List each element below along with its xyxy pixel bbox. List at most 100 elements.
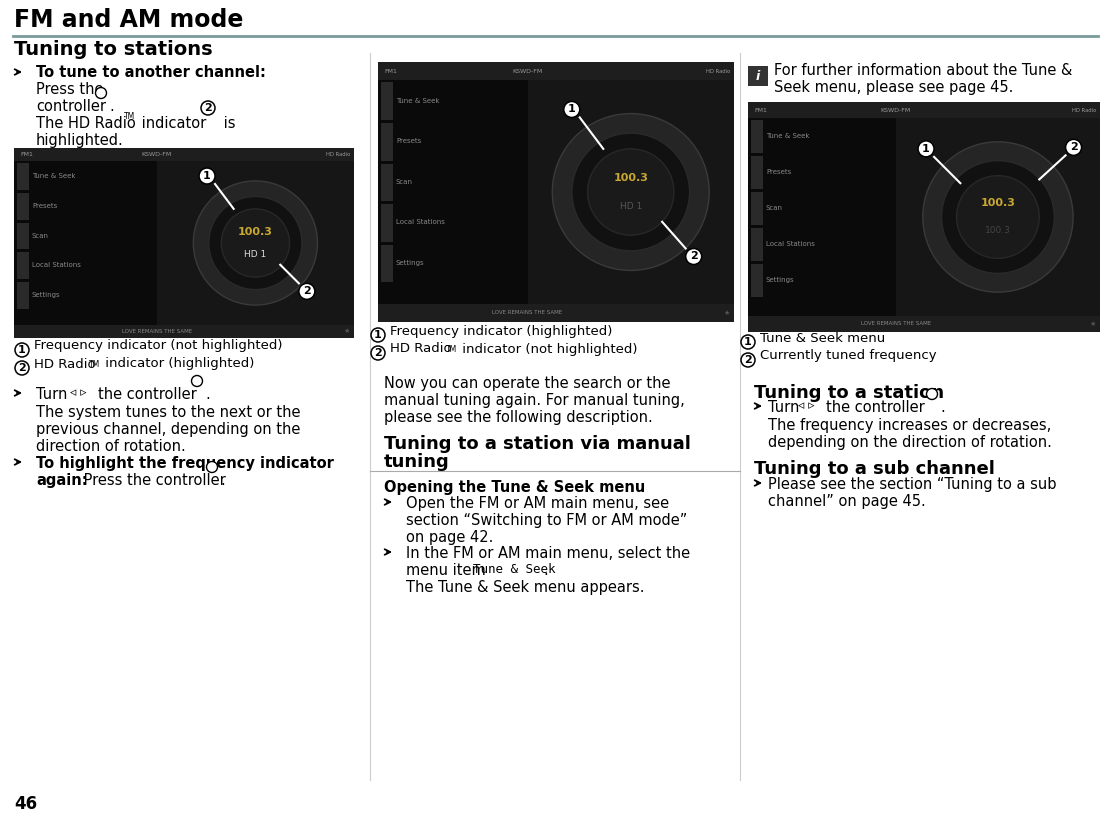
Text: 100.3: 100.3: [238, 227, 273, 237]
FancyBboxPatch shape: [17, 163, 29, 190]
Circle shape: [927, 389, 938, 399]
Text: FM1: FM1: [754, 107, 767, 112]
Text: ◃ ▹: ◃ ▹: [798, 399, 814, 412]
Text: Seek menu, please see page 45.: Seek menu, please see page 45.: [774, 80, 1013, 95]
Text: LOVE REMAINS THE SAME: LOVE REMAINS THE SAME: [861, 321, 931, 327]
Text: KSWD-FM: KSWD-FM: [881, 107, 911, 112]
Text: The frequency increases or decreases,: The frequency increases or decreases,: [768, 418, 1051, 433]
Text: 2: 2: [374, 348, 382, 358]
Text: The Tune & Seek menu appears.: The Tune & Seek menu appears.: [406, 580, 644, 595]
Text: 100.3: 100.3: [985, 226, 1011, 235]
Text: Frequency indicator (not highlighted): Frequency indicator (not highlighted): [34, 340, 282, 353]
Circle shape: [16, 343, 29, 357]
Text: HD Radio: HD Radio: [705, 68, 730, 74]
Text: Settings: Settings: [396, 260, 424, 266]
Text: TM: TM: [89, 360, 100, 369]
Text: Scan: Scan: [765, 205, 783, 211]
Text: Turn: Turn: [36, 387, 68, 402]
Text: .: .: [543, 563, 548, 578]
Text: Settings: Settings: [765, 277, 794, 283]
FancyBboxPatch shape: [381, 204, 393, 241]
Text: Please see the section “Tuning to a sub: Please see the section “Tuning to a sub: [768, 477, 1057, 492]
Text: the controller: the controller: [825, 400, 924, 415]
Circle shape: [207, 462, 218, 472]
Text: Settings: Settings: [32, 292, 61, 298]
Text: please see the following description.: please see the following description.: [384, 410, 653, 425]
Text: .: .: [206, 387, 210, 402]
Text: 2: 2: [303, 286, 311, 297]
Text: 1: 1: [744, 337, 752, 347]
Text: TM: TM: [446, 345, 458, 354]
Text: Presets: Presets: [396, 138, 421, 144]
FancyBboxPatch shape: [528, 80, 734, 304]
Text: ★: ★: [343, 328, 350, 334]
Circle shape: [685, 249, 702, 264]
Text: The HD Radio: The HD Radio: [36, 116, 136, 131]
Text: section “Switching to FM or AM mode”: section “Switching to FM or AM mode”: [406, 513, 688, 528]
Circle shape: [16, 361, 29, 375]
Text: 1: 1: [203, 171, 211, 181]
Text: Opening the Tune & Seek menu: Opening the Tune & Seek menu: [384, 480, 645, 495]
Text: 1: 1: [922, 144, 930, 154]
Text: HD Radio: HD Radio: [1072, 107, 1095, 112]
Circle shape: [96, 88, 107, 98]
Text: tuning: tuning: [384, 453, 450, 471]
FancyBboxPatch shape: [378, 62, 734, 80]
Text: indicator (not highlighted): indicator (not highlighted): [458, 342, 638, 355]
Text: previous channel, depending on the: previous channel, depending on the: [36, 422, 300, 437]
Text: again:: again:: [36, 473, 88, 488]
FancyBboxPatch shape: [748, 102, 1100, 332]
FancyBboxPatch shape: [381, 163, 393, 201]
FancyBboxPatch shape: [17, 282, 29, 309]
Circle shape: [199, 168, 216, 184]
Circle shape: [563, 102, 580, 117]
Circle shape: [1065, 139, 1082, 155]
Text: 2: 2: [744, 355, 752, 365]
Text: HD Radio: HD Radio: [326, 152, 350, 157]
FancyBboxPatch shape: [751, 120, 763, 153]
Text: HD Radio: HD Radio: [34, 358, 96, 371]
Text: controller: controller: [36, 99, 106, 114]
FancyBboxPatch shape: [378, 62, 734, 322]
Text: HD 1: HD 1: [620, 202, 642, 211]
FancyBboxPatch shape: [378, 80, 528, 304]
Text: Open the FM or AM main menu, see: Open the FM or AM main menu, see: [406, 496, 669, 511]
Circle shape: [957, 176, 1039, 259]
Text: .: .: [220, 473, 224, 488]
Circle shape: [221, 209, 290, 277]
FancyBboxPatch shape: [378, 304, 734, 322]
FancyBboxPatch shape: [748, 66, 768, 86]
Text: 100.3: 100.3: [613, 173, 648, 183]
Text: Tuning to stations: Tuning to stations: [14, 40, 212, 59]
Circle shape: [193, 181, 318, 305]
Text: FM1: FM1: [20, 152, 33, 157]
Circle shape: [552, 114, 709, 271]
Circle shape: [572, 133, 690, 251]
Text: LOVE REMAINS THE SAME: LOVE REMAINS THE SAME: [122, 328, 192, 334]
Text: Now you can operate the search or the: Now you can operate the search or the: [384, 376, 671, 391]
FancyBboxPatch shape: [381, 82, 393, 120]
Text: Tune & Seek: Tune & Seek: [396, 98, 440, 103]
Text: menu item: menu item: [406, 563, 486, 578]
Text: Tune & Seek menu: Tune & Seek menu: [760, 332, 885, 345]
Text: indicator: indicator: [137, 116, 207, 131]
Circle shape: [741, 335, 755, 349]
Text: on page 42.: on page 42.: [406, 530, 493, 545]
Text: The system tunes to the next or the: The system tunes to the next or the: [36, 405, 300, 420]
FancyBboxPatch shape: [751, 264, 763, 297]
FancyBboxPatch shape: [748, 316, 1100, 332]
FancyBboxPatch shape: [14, 324, 354, 338]
Circle shape: [941, 161, 1054, 273]
Text: is: is: [219, 116, 236, 131]
FancyBboxPatch shape: [895, 118, 1100, 316]
Text: KSWD-FM: KSWD-FM: [142, 152, 172, 157]
Text: 46: 46: [14, 795, 37, 813]
Text: 2: 2: [18, 363, 26, 373]
Text: Currently tuned frequency: Currently tuned frequency: [760, 350, 937, 363]
Circle shape: [371, 328, 386, 342]
Text: 1: 1: [568, 104, 575, 115]
Circle shape: [918, 141, 934, 157]
Text: Turn: Turn: [768, 400, 800, 415]
FancyBboxPatch shape: [14, 161, 157, 324]
Text: depending on the direction of rotation.: depending on the direction of rotation.: [768, 435, 1052, 450]
